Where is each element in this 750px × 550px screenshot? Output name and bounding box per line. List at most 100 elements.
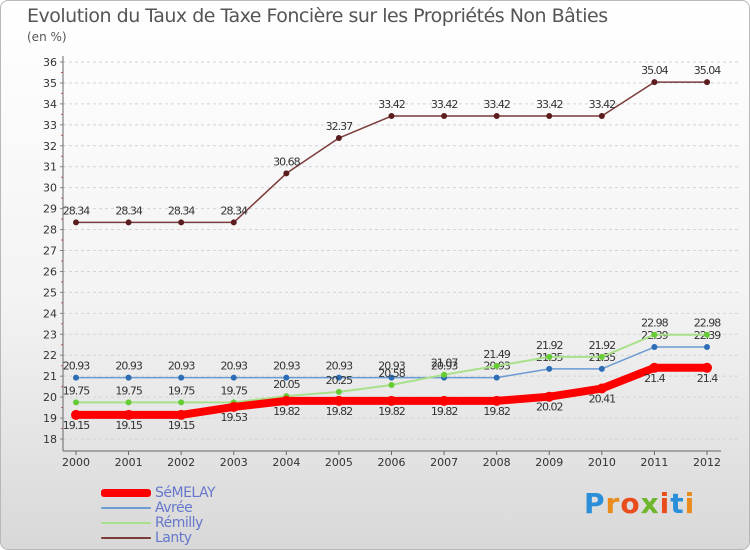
data-point-avree	[704, 344, 710, 351]
data-label-remilly: 19.75	[168, 384, 195, 397]
data-point-avree	[651, 344, 658, 351]
legend-item-semelay: SéMELAY	[101, 484, 216, 501]
data-point-lanty	[335, 135, 342, 142]
data-label-remilly: 21.92	[536, 339, 563, 352]
y-tick-label: 36	[43, 56, 57, 69]
y-tick-label: 27	[43, 245, 57, 258]
data-point-semelay	[702, 362, 712, 373]
data-point-lanty	[178, 219, 185, 226]
data-point-remilly	[493, 362, 500, 369]
legend: SéMELAY Avrée Rémilly Lanty	[101, 484, 216, 546]
data-point-lanty	[441, 113, 448, 120]
y-tick-label: 35	[43, 77, 57, 90]
y-tick-label: 21	[43, 370, 57, 383]
x-tick-label: 2005	[325, 456, 353, 469]
data-point-remilly	[546, 353, 553, 360]
data-point-remilly	[335, 388, 342, 395]
legend-item-remilly: Rémilly	[101, 514, 215, 531]
data-point-remilly	[441, 371, 448, 378]
data-point-semelay	[123, 409, 134, 420]
x-tick-label: 2009	[535, 456, 563, 469]
legend-swatch	[101, 506, 151, 509]
data-label-remilly: 20.58	[378, 367, 405, 380]
data-label-lanty: 33.42	[431, 98, 458, 111]
data-label-avree: 20.93	[273, 360, 300, 373]
legend-swatch	[101, 488, 151, 497]
y-tick-label: 19	[43, 412, 57, 425]
chart-title: Evolution du Taux de Taxe Foncière sur l…	[27, 5, 608, 27]
data-point-remilly	[125, 399, 132, 406]
data-point-avree	[493, 374, 500, 381]
data-point-lanty	[493, 113, 500, 120]
data-label-lanty: 28.34	[221, 204, 248, 217]
data-point-lanty	[704, 79, 710, 86]
legend-swatch	[101, 536, 151, 539]
x-tick-label: 2011	[640, 456, 668, 469]
legend-label: Lanty	[155, 529, 192, 546]
legend-label: Rémilly	[155, 514, 203, 531]
data-label-semelay: 21.4	[697, 372, 718, 385]
logo-letter: x	[640, 487, 660, 520]
data-point-semelay	[228, 401, 239, 412]
y-tick-label: 29	[43, 203, 57, 216]
data-point-remilly	[651, 331, 658, 338]
data-label-lanty: 32.37	[326, 120, 353, 133]
data-label-avree: 20.93	[63, 360, 90, 373]
data-label-lanty: 33.42	[589, 98, 616, 111]
y-tick-label: 24	[43, 307, 57, 320]
data-point-avree	[230, 374, 237, 381]
data-point-avree	[598, 365, 605, 372]
proxiti-logo: Proxiti	[584, 487, 695, 520]
data-label-avree: 20.93	[326, 360, 353, 373]
data-label-avree: 20.93	[115, 360, 142, 373]
data-label-lanty: 33.42	[536, 98, 563, 111]
data-point-remilly	[704, 331, 710, 338]
data-label-semelay: 19.82	[326, 405, 353, 418]
data-point-semelay	[544, 391, 555, 402]
x-tick-label: 2001	[115, 456, 143, 469]
data-label-semelay: 19.82	[483, 405, 510, 418]
data-label-lanty: 30.68	[273, 155, 300, 168]
data-label-remilly: 20.05	[273, 378, 300, 391]
y-tick-label: 31	[43, 161, 57, 174]
data-point-semelay	[281, 395, 292, 406]
data-point-semelay	[491, 395, 502, 406]
logo-letter: i	[684, 487, 696, 520]
data-label-remilly: 21.07	[431, 357, 458, 370]
data-point-semelay	[649, 362, 660, 373]
data-point-lanty	[283, 170, 290, 177]
data-label-lanty: 28.34	[115, 204, 142, 217]
data-label-remilly: 22.98	[641, 317, 668, 330]
y-tick-label: 23	[43, 328, 57, 341]
legend-label: Avrée	[155, 499, 193, 516]
data-point-avree	[73, 374, 79, 381]
data-point-avree	[125, 374, 132, 381]
data-point-lanty	[125, 219, 132, 226]
data-label-lanty: 28.34	[63, 204, 90, 217]
data-label-avree: 20.93	[168, 360, 195, 373]
data-point-lanty	[546, 113, 553, 120]
logo-letter: P	[584, 487, 606, 520]
legend-label: SéMELAY	[155, 484, 216, 501]
legend-item-lanty: Lanty	[101, 529, 215, 546]
data-point-remilly	[388, 381, 395, 388]
data-point-avree	[178, 374, 185, 381]
data-label-lanty: 33.42	[483, 98, 510, 111]
data-label-avree: 20.93	[431, 360, 458, 373]
data-point-semelay	[386, 395, 397, 406]
data-label-remilly: 19.75	[221, 384, 248, 397]
data-point-lanty	[388, 113, 395, 120]
data-point-lanty	[598, 113, 605, 120]
legend-swatch	[101, 521, 151, 524]
y-tick-label: 20	[43, 391, 57, 404]
logo-letter: t	[670, 487, 685, 520]
data-label-remilly: 21.49	[483, 348, 510, 361]
data-label-lanty: 28.34	[168, 204, 195, 217]
data-point-remilly	[178, 399, 185, 406]
data-point-remilly	[598, 353, 605, 360]
x-tick-label: 2004	[272, 456, 300, 469]
y-tick-label: 25	[43, 286, 57, 299]
x-tick-label: 2000	[62, 456, 90, 469]
data-point-remilly	[73, 399, 79, 406]
